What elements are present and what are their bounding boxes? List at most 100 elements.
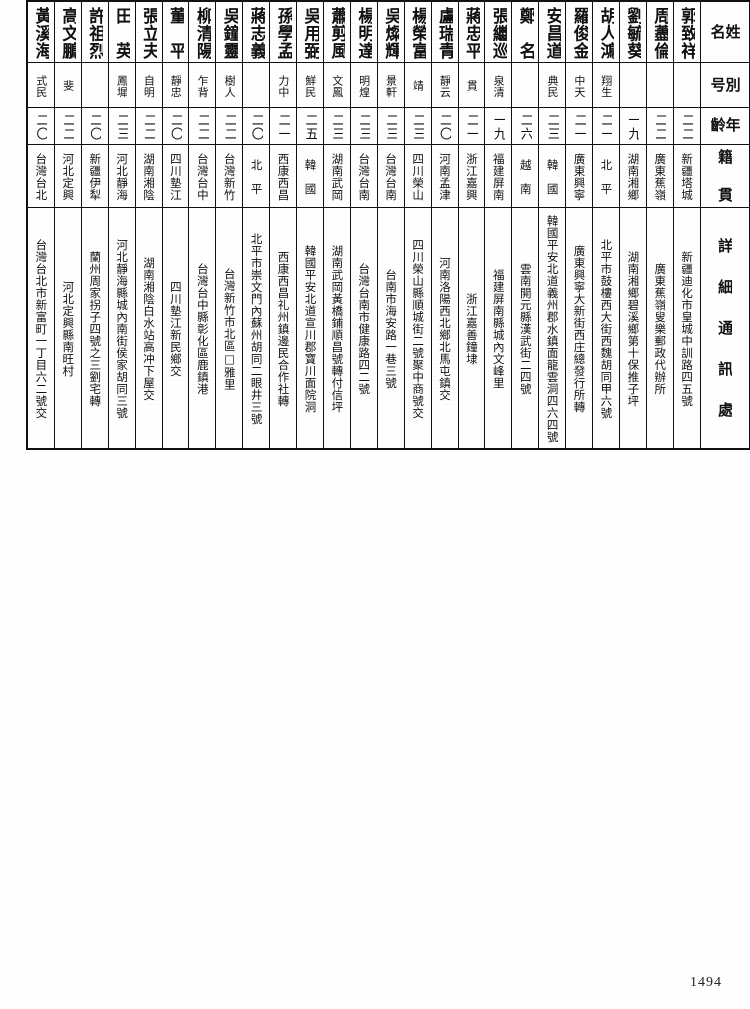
cell-name: 董 平 <box>161 0 190 63</box>
cell-text-origin: 西康西昌 <box>276 153 290 201</box>
cell-address: 韓國平安北道義州郡水鎮面龍雲洞四六四號 <box>538 207 567 450</box>
cell-text-name: 吳燦輝 <box>382 6 400 60</box>
cell-age: 二三 <box>322 107 351 145</box>
cell-text-name: 張繼巡 <box>489 6 507 60</box>
cell-text-alias: 靜云 <box>438 74 451 98</box>
cell-age: 二一 <box>269 107 298 145</box>
cell-text-name: 楊明達 <box>355 6 373 60</box>
cell-age: 二一 <box>565 107 594 145</box>
registry-table-bottom-wrapper: 黃溪海 高文鵬 許祖烈田 英張立夫董 平柳清陽 吳鐘靈 蔣志義 孫學孟 吳用弼 蕭剪風 楊明達吳… <box>26 0 750 450</box>
cell-text-name: 郭致祥 <box>678 6 696 60</box>
cell-text-address: 雲南開元縣漢武街二四號 <box>518 263 532 395</box>
cell-text-name: 田 英 <box>113 6 131 60</box>
row-label-alias: 別 号 <box>699 62 750 108</box>
cell-age: 二二 <box>645 107 674 145</box>
cell-text-origin: 湖南湘鄉 <box>626 153 640 201</box>
cell-text-address: 湖南武岡黃橋鋪順昌號轉付信坪 <box>330 245 344 413</box>
cell-text-address: 台灣台南市健康路四二號 <box>357 263 371 395</box>
cell-age: 二二 <box>215 107 244 145</box>
cell-alias: 翔生 <box>592 62 620 108</box>
cell-name: 楊榮富 <box>403 0 432 63</box>
page-number: 1494 <box>690 975 722 990</box>
cell-origin: 北 平 <box>242 144 271 208</box>
cell-alias: 泉清 <box>484 62 513 108</box>
cell-text-age: 二一 <box>464 112 478 141</box>
cell-address: 浙江嘉善鐘埭 <box>457 207 486 450</box>
cell-text-alias: 乍背 <box>196 74 209 98</box>
cell-name: 吳燦輝 <box>376 0 405 63</box>
cell-text-address: 河北定興縣南旺村 <box>61 281 75 377</box>
cell-origin: 浙江嘉興 <box>457 144 486 208</box>
cell-name: 吳鐘靈 <box>215 0 244 63</box>
cell-origin: 湖南湘鄉 <box>618 144 647 208</box>
cell-text-address: 浙江嘉善鐘埭 <box>465 293 478 365</box>
cell-address: 河北定興縣南旺村 <box>53 207 82 450</box>
cell-text-name: 董 平 <box>166 6 184 60</box>
cell-name: 田 英 <box>107 0 136 63</box>
cell-origin: 台灣新竹 <box>215 144 244 208</box>
cell-name: 蔣忠平 <box>457 0 486 63</box>
cell-text-name: 吳用弼 <box>301 6 319 60</box>
cell-age: 二三 <box>538 107 567 145</box>
table-row-age: 二〇 二二 二〇 二三 二二 二〇 二二 二二 二〇 二一 二五 二三 二三 二三 二三 二〇 二一 一九 二六 二三… <box>26 107 750 145</box>
cell-address: 湖南武岡黃橋鋪順昌號轉付信坪 <box>322 207 351 450</box>
cell-origin: 韓 國 <box>296 144 324 208</box>
cell-text-alias: 景軒 <box>384 74 397 98</box>
row-label-origin: 籍 貫 <box>699 144 750 208</box>
cell-origin: 台灣台中 <box>188 144 217 208</box>
cell-text-origin: 廣東蕉嶺 <box>653 153 667 201</box>
cell-age: 二〇 <box>242 107 271 145</box>
cell-alias: 中天 <box>565 62 594 108</box>
cell-alias <box>80 62 109 108</box>
cell-age: 一九 <box>618 107 647 145</box>
cell-text-age: 二一 <box>599 112 613 141</box>
cell-text-address: 河南洛陽西北鄉北馬屯鎮交 <box>438 257 451 401</box>
cell-text-age: 二三 <box>545 112 559 141</box>
cell-name: 郭致祥 <box>672 0 701 63</box>
cell-alias <box>672 62 701 108</box>
cell-name: 吳用弼 <box>296 0 324 63</box>
cell-alias: 景軒 <box>376 62 405 108</box>
cell-text-alias: 鮮民 <box>304 74 316 98</box>
cell-text-origin: 台灣新竹 <box>222 153 236 201</box>
cell-text-origin: 河北定興 <box>61 153 75 201</box>
cell-age: 二三 <box>403 107 432 145</box>
cell-text-alias: 文鳳 <box>331 74 343 98</box>
row-label-text-address: 詳 細 通 訊 處 <box>717 237 733 421</box>
cell-text-origin: 韓 國 <box>303 159 317 195</box>
cell-alias: 典民 <box>538 62 567 108</box>
cell-origin: 廣東興寧 <box>565 144 594 208</box>
cell-text-name: 蔣志義 <box>247 6 265 60</box>
cell-alias: 明煌 <box>349 62 378 108</box>
cell-text-address: 台灣新竹市北區□雅里 <box>222 267 236 391</box>
cell-address: 西康西昌礼州鎮邊民合作社轉 <box>269 207 298 450</box>
cell-text-name: 黃溪海 <box>32 6 50 60</box>
cell-origin: 台灣台北 <box>26 144 55 208</box>
cell-text-age: 一九 <box>626 112 640 141</box>
cell-text-origin: 廣東興寧 <box>572 153 586 201</box>
cell-address: 湖南湘陰白水站高冲下屋交 <box>134 207 163 450</box>
cell-origin: 四川墊江 <box>161 144 190 208</box>
cell-origin: 河北定興 <box>53 144 82 208</box>
cell-origin: 河北靜海 <box>107 144 136 208</box>
cell-text-origin: 四川墊江 <box>169 153 182 201</box>
cell-name: 孫學孟 <box>269 0 298 63</box>
row-label-text-age: 年 齡 <box>709 117 740 136</box>
cell-origin: 新疆塔城 <box>672 144 701 208</box>
cell-text-address: 福建屏南縣城內文峰里 <box>491 269 505 389</box>
cell-origin: 北 平 <box>592 144 620 208</box>
registry-table-bottom: 黃溪海 高文鵬 許祖烈田 英張立夫董 平柳清陽 吳鐘靈 蔣志義 孫學孟 吳用弼 蕭剪風 楊明達吳… <box>26 0 750 450</box>
cell-alias: 靜忠 <box>161 62 190 108</box>
table-row-name: 黃溪海 高文鵬 許祖烈田 英張立夫董 平柳清陽 吳鐘靈 蔣志義 孫學孟 吳用弼 蕭剪風 楊明達吳… <box>26 0 750 63</box>
cell-age: 二〇 <box>430 107 459 145</box>
cell-text-origin: 湖南湘陰 <box>142 153 156 201</box>
cell-text-alias: 樹人 <box>223 74 236 98</box>
cell-address: 台灣台中縣彰化區鹿鎮港 <box>188 207 217 450</box>
cell-text-alias: 貫 <box>465 80 478 92</box>
cell-text-alias: 明煌 <box>358 74 370 98</box>
cell-alias <box>242 62 271 108</box>
cell-name: 張繼巡 <box>484 0 513 63</box>
cell-text-origin: 台灣台中 <box>195 153 209 201</box>
cell-text-age: 二二 <box>142 112 156 141</box>
cell-text-origin: 台灣台南 <box>384 153 398 201</box>
